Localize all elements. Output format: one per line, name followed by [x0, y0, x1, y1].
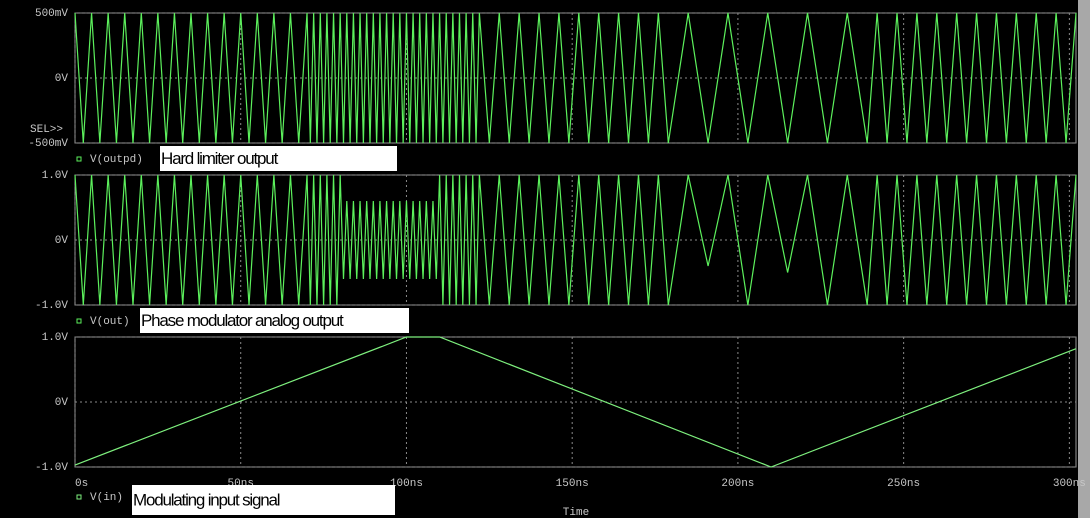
- x-axis-label: Time: [563, 507, 589, 518]
- y-tick-label: -1.0V: [35, 300, 68, 312]
- y-tick-label: 1.0V: [42, 170, 69, 182]
- annotation: Hard limiter output: [161, 149, 279, 168]
- annotation: Phase modulator analog output: [141, 311, 344, 330]
- legend-marker: [76, 494, 82, 500]
- annotation-box: [132, 485, 395, 515]
- legend-label: V(out): [90, 316, 130, 328]
- x-tick-label: 300ns: [1053, 478, 1086, 490]
- legend-label: V(in): [90, 492, 123, 504]
- annotation-box: [160, 146, 397, 171]
- x-tick-label: 0s: [75, 478, 88, 490]
- y-tick-label: 500mV: [35, 8, 68, 20]
- sel-marker: SEL>>: [30, 124, 63, 136]
- y-tick-label: -500mV: [28, 138, 68, 150]
- trace: [74, 174, 1077, 306]
- y-tick-label: 0V: [55, 73, 69, 85]
- x-tick-label: 100ns: [390, 478, 423, 490]
- x-tick-label: 150ns: [556, 478, 589, 490]
- y-tick-label: 1.0V: [42, 332, 69, 344]
- x-tick-label: 250ns: [887, 478, 920, 490]
- annotation-box: [140, 308, 409, 333]
- legend-label: V(outpd): [90, 154, 143, 166]
- x-tick-label: 200ns: [721, 478, 754, 490]
- y-tick-label: 0V: [55, 397, 69, 409]
- legend-marker: [76, 318, 82, 324]
- legend-marker: [76, 156, 82, 162]
- trace: [74, 336, 1077, 468]
- y-tick-label: 0V: [55, 235, 69, 247]
- annotation: Modulating input signal: [133, 490, 280, 509]
- trace: [74, 12, 1077, 144]
- window-edge: [1078, 0, 1090, 518]
- y-tick-label: -1.0V: [35, 462, 68, 474]
